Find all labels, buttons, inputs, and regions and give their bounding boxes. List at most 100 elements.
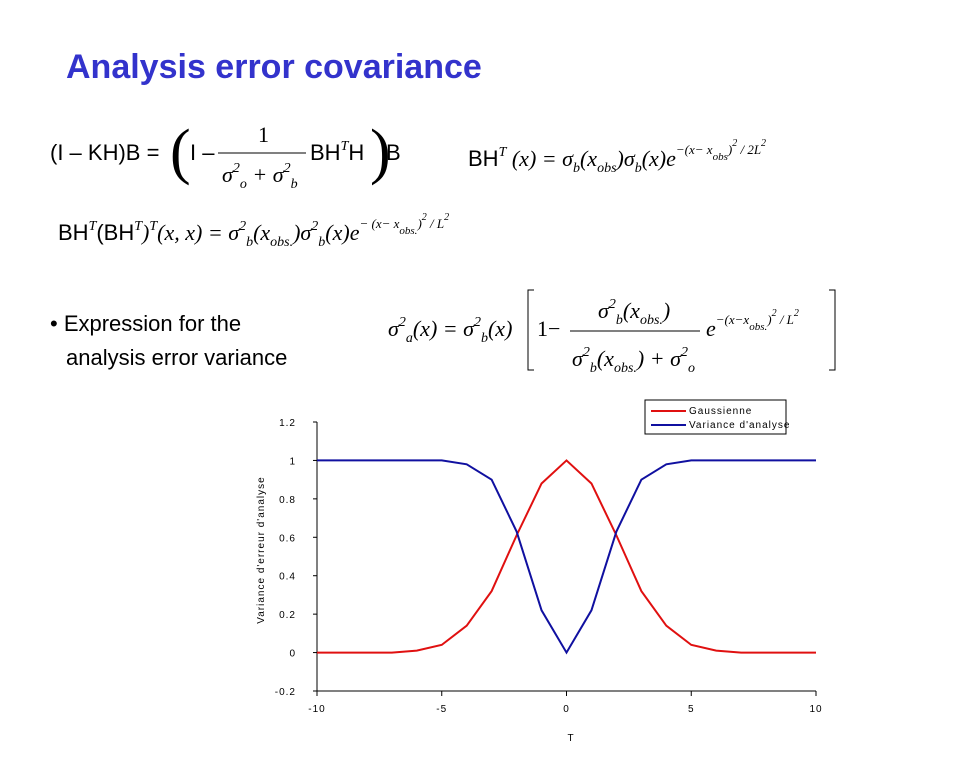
formula-run: σ xyxy=(572,346,584,371)
formula-run: 2 xyxy=(681,345,688,360)
formula-run: − (x− x xyxy=(359,216,399,231)
formula-run: T xyxy=(89,219,98,234)
formula-run: 2 xyxy=(284,161,291,176)
x-tick-label: 5 xyxy=(688,704,695,715)
x-tick-label: 10 xyxy=(809,704,822,715)
formula-run: (x)e xyxy=(325,220,359,245)
series-line xyxy=(317,459,816,654)
formula-run: (x)e xyxy=(642,146,676,171)
formula-run: 2 xyxy=(422,212,427,223)
formula-run: b xyxy=(291,177,298,192)
formula-run: o xyxy=(688,361,695,376)
formula-run: obs. xyxy=(614,361,637,376)
y-tick-label: 0.2 xyxy=(279,610,296,621)
formula-run: H xyxy=(348,140,364,165)
formula-run: ) + σ xyxy=(635,346,682,371)
formula-run: e xyxy=(706,316,716,341)
formula-run: (x, x) = σ xyxy=(157,220,240,245)
formula: BHTH xyxy=(310,139,364,165)
x-tick-label: 0 xyxy=(563,704,570,715)
series-line xyxy=(317,459,816,655)
y-tick-label: 1 xyxy=(289,456,296,467)
formula-run: BH xyxy=(310,140,341,165)
formula-text: I – xyxy=(190,140,215,165)
y-tick-label: 0.4 xyxy=(279,572,296,583)
formula-run: obs. xyxy=(399,225,417,237)
formula-text: (I – KH)B = xyxy=(50,140,159,165)
y-tick-label: 1.2 xyxy=(279,418,296,429)
y-tick-label: 0.6 xyxy=(279,533,296,544)
bullet-text: • Expression for the xyxy=(50,311,241,336)
formula-run: 2 xyxy=(794,308,799,319)
formula-run: ) xyxy=(766,312,771,327)
formula-run: obs. xyxy=(640,313,663,328)
formula-run: T xyxy=(341,139,350,154)
y-tick-label: -0.2 xyxy=(275,687,296,698)
formula-run: (x) xyxy=(488,316,512,341)
formula-run: (x) = σ xyxy=(413,316,475,341)
formula-run: 2 xyxy=(311,219,318,234)
formula-run: T xyxy=(149,219,158,234)
formula-run: obs. xyxy=(270,235,293,250)
formula-run: (BH xyxy=(96,220,134,245)
formula: σ2b(xobs.) xyxy=(598,297,670,328)
formula-run: (x xyxy=(597,346,614,371)
formula-run: ) xyxy=(661,298,670,323)
formula-run: (x xyxy=(580,146,597,171)
formula-run: o xyxy=(240,177,247,192)
formula: BHT(BHT)T(x, x) = σ2b(xobs.)σ2b(x)e− (x−… xyxy=(58,212,449,250)
y-axis-label: Variance d'erreur d'analyse xyxy=(256,476,267,623)
formula-run: 2 xyxy=(772,308,777,319)
formula-run: BH xyxy=(58,220,89,245)
formula: BHT (x) = σb(xobs)σb(x)e−(x− xobs)2 / 2L… xyxy=(468,138,766,176)
formula-run: σ xyxy=(388,316,400,341)
formula-run: / L xyxy=(777,312,794,327)
formula-run: −(x−x xyxy=(716,312,750,327)
formula-run: ) xyxy=(416,216,421,231)
formula-run: 2 xyxy=(609,297,616,312)
formula-text: 1 xyxy=(258,122,269,147)
formula-run: b xyxy=(318,235,325,250)
formula-run: b xyxy=(616,313,623,328)
formula-run: )σ xyxy=(615,146,636,171)
formula-run: 2 xyxy=(444,212,449,223)
formula-run: / 2L xyxy=(737,142,761,157)
formula-run: b xyxy=(590,361,597,376)
formula-paren: ( xyxy=(170,118,191,186)
formula-run: BH xyxy=(468,146,499,171)
formula-run: (x xyxy=(253,220,270,245)
formula-run: 2 xyxy=(233,161,240,176)
formula-run: a xyxy=(406,331,413,346)
formula-run: 2 xyxy=(583,345,590,360)
legend-label: Variance d'analyse xyxy=(689,420,790,431)
x-tick-label: -5 xyxy=(436,704,447,715)
formula-run: σ xyxy=(598,298,610,323)
slide-title: Analysis error covariance xyxy=(66,48,482,86)
formula-run: ) xyxy=(140,220,149,245)
formula-run: (x) = σ xyxy=(506,146,574,171)
formula-run: σ xyxy=(222,162,234,187)
formula-run: T xyxy=(134,219,143,234)
formula-paren: ) xyxy=(370,118,391,186)
formula: σ2a(x) = σ2b(x) xyxy=(388,315,512,346)
formula-run: 2 xyxy=(732,138,737,149)
formula-run: 2 xyxy=(761,138,766,149)
legend-box xyxy=(644,399,787,435)
x-axis-label: T xyxy=(567,733,574,744)
formula-run: ) xyxy=(727,142,732,157)
bracket xyxy=(527,289,836,371)
formula-run: b xyxy=(246,235,253,250)
formula: σ2o + σ2b xyxy=(222,161,298,192)
formula-run: 2 xyxy=(399,315,406,330)
x-tick-label: -10 xyxy=(308,704,325,715)
formula-run: b xyxy=(635,161,642,176)
formula-run: 2 xyxy=(474,315,481,330)
formula-run: b xyxy=(481,331,488,346)
y-tick-label: 0 xyxy=(289,649,296,660)
formula: σ2b(xobs.) + σ2o xyxy=(572,345,695,376)
formula-run: obs xyxy=(597,161,617,176)
formula-run: b xyxy=(573,161,580,176)
formula-run: 2 xyxy=(239,219,246,234)
formula-run: )σ xyxy=(291,220,312,245)
